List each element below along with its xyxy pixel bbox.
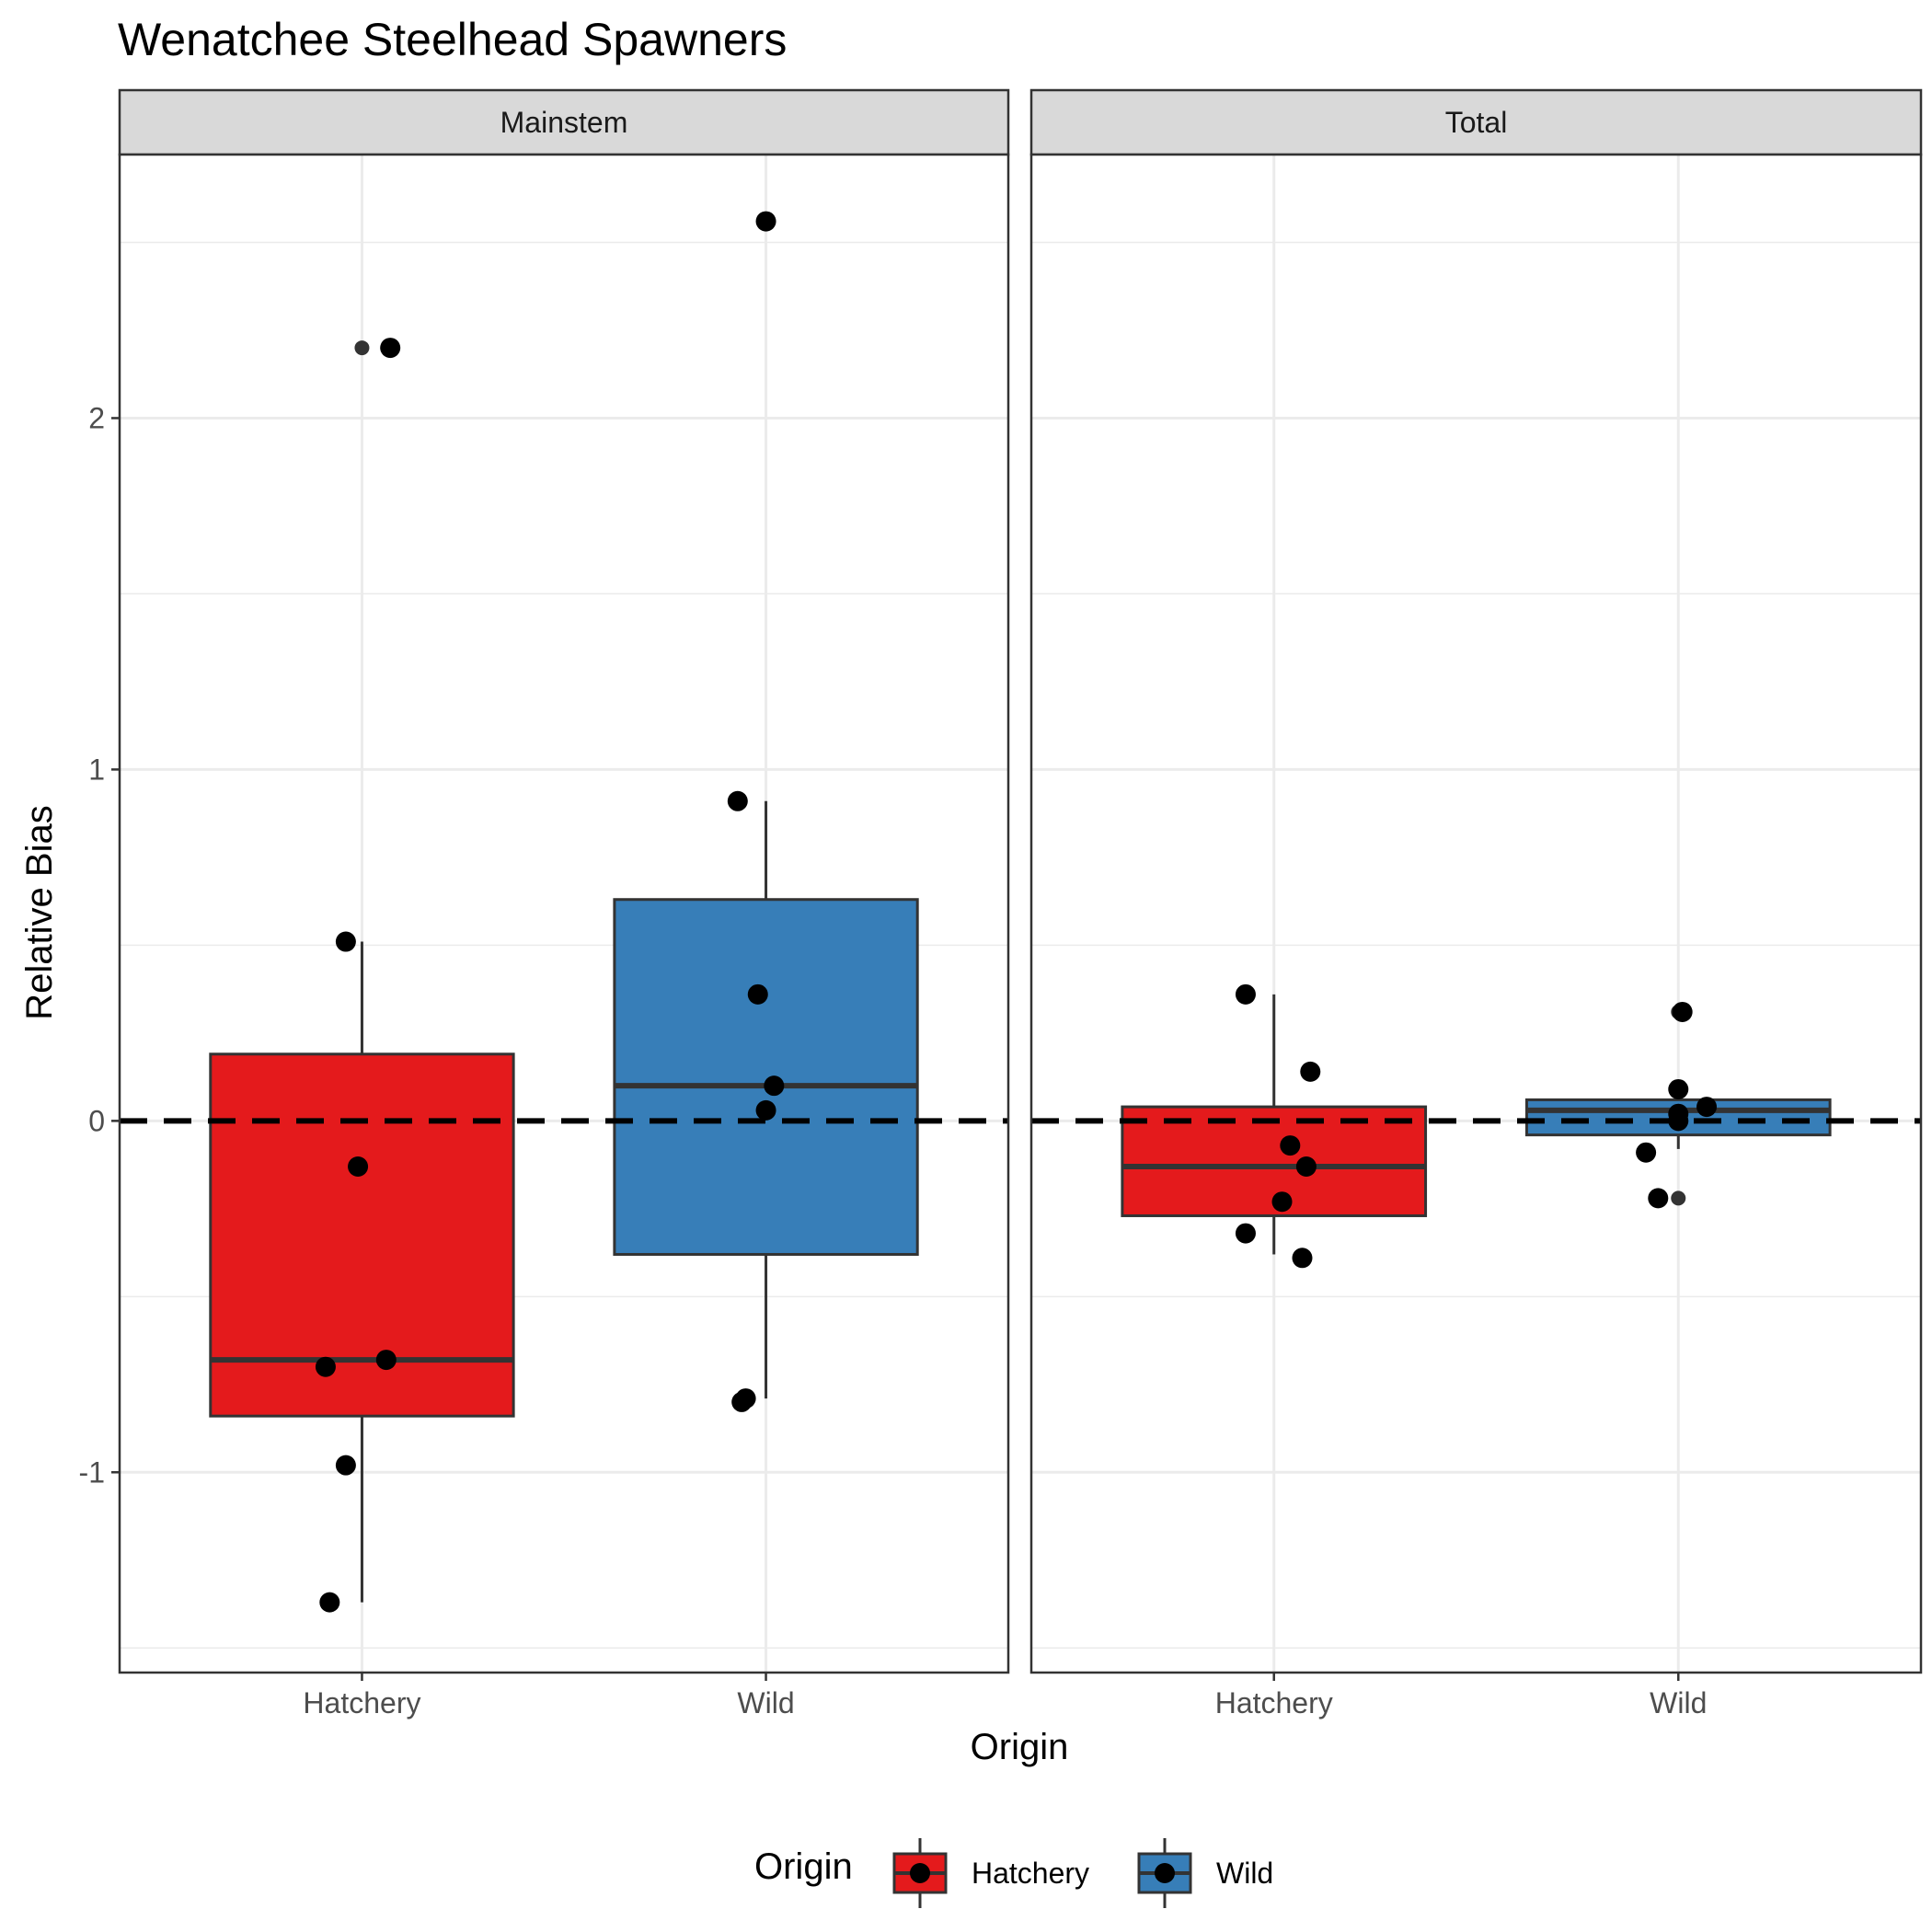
y-tick-label: 0: [88, 1104, 105, 1137]
y-tick-label: 2: [88, 401, 105, 434]
data-point: [380, 338, 401, 359]
legend-label: Wild: [1216, 1857, 1273, 1890]
data-point: [348, 1156, 369, 1177]
data-point: [1235, 1223, 1256, 1244]
y-axis: -1 0 1 2: [79, 401, 120, 1489]
chart-title: Wenatchee Steelhead Spawners: [118, 14, 787, 65]
y-tick-label: -1: [79, 1455, 105, 1489]
data-point: [375, 1350, 397, 1371]
legend-key-hatchery: Hatchery: [892, 1838, 1089, 1908]
data-point: [319, 1592, 340, 1613]
panel-background: [1031, 155, 1921, 1673]
data-point: [315, 1356, 336, 1377]
legend-label: Hatchery: [972, 1857, 1089, 1890]
data-point: [1300, 1061, 1321, 1082]
x-tick-label: Wild: [737, 1686, 794, 1719]
legend-keys: Hatchery Wild: [892, 1838, 1273, 1908]
facet-panel: Total Hatchery Wild: [1029, 88, 1923, 1719]
y-tick-label: 1: [88, 753, 105, 786]
outlier-point: [1671, 1190, 1686, 1206]
data-point: [1280, 1135, 1301, 1156]
box-iqr: [613, 898, 919, 1256]
data-point: [335, 931, 356, 952]
data-point: [755, 1099, 776, 1121]
legend: Origin Hatchery Wild: [754, 1838, 1273, 1908]
data-point: [727, 790, 748, 811]
panel-border: [1029, 153, 1923, 1674]
data-point: [1235, 983, 1256, 1005]
data-points: [315, 211, 785, 1613]
box-iqr: [209, 1052, 515, 1418]
facet-strip-label: Mainstem: [500, 106, 628, 139]
facet-panel: Mainstem Hatchery Wild: [118, 88, 1010, 1719]
facet-strip-label: Total: [1445, 106, 1508, 139]
legend-point: [910, 1863, 930, 1883]
x-axis-title: Origin: [971, 1727, 1069, 1767]
facet-panels: Mainstem Hatchery Wild Total Hatchery Wild: [118, 88, 1923, 1719]
x-tick-label: Wild: [1650, 1686, 1707, 1719]
data-point: [1636, 1142, 1657, 1163]
facet-strip: [118, 88, 1010, 156]
data-point: [335, 1455, 356, 1476]
data-point: [1295, 1156, 1317, 1177]
legend-title: Origin: [754, 1846, 853, 1887]
data-points: [1235, 983, 1718, 1269]
data-point: [1672, 1001, 1693, 1022]
x-tick-label: Hatchery: [1215, 1686, 1333, 1719]
data-point: [764, 1075, 785, 1097]
data-point: [1696, 1097, 1718, 1118]
data-point: [1668, 1078, 1689, 1099]
data-point: [1292, 1248, 1313, 1269]
panel-border: [118, 153, 1010, 1674]
data-point: [1668, 1110, 1689, 1132]
y-axis-title: Relative Bias: [19, 805, 60, 1019]
legend-key-wild: Wild: [1137, 1838, 1273, 1908]
outlier-point: [354, 340, 370, 356]
data-point: [1271, 1191, 1293, 1213]
x-tick-label: Hatchery: [303, 1686, 420, 1719]
data-point: [1648, 1188, 1669, 1209]
minor-gridlines: [1031, 241, 1921, 1650]
data-point: [755, 211, 776, 232]
legend-point: [1155, 1863, 1175, 1883]
facet-strip: [1029, 88, 1923, 156]
boxplot-wild: [613, 213, 919, 1399]
data-point: [731, 1391, 753, 1412]
boxplot-hatchery: [209, 340, 515, 1603]
data-point: [747, 983, 768, 1005]
